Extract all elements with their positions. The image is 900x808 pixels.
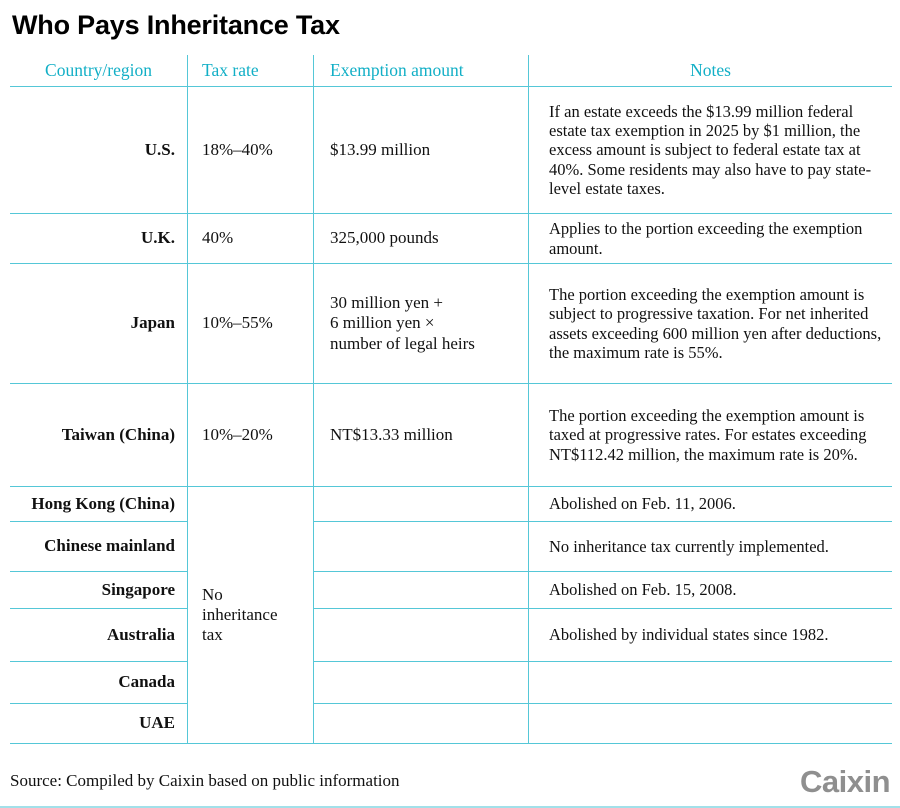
table-cell-country: U.K. [10, 214, 187, 264]
bottom-divider [0, 806, 900, 808]
table-cell-notes: Abolished on Feb. 15, 2008. [528, 572, 892, 609]
table-cell-country: Taiwan (China) [10, 384, 187, 487]
table-cell-exemption: 325,000 pounds [313, 214, 528, 264]
source-text: Source: Compiled by Caixin based on publ… [10, 771, 400, 790]
header-cell-country: Country/region [10, 55, 187, 87]
footer: Source: Compiled by Caixin based on publ… [10, 766, 892, 797]
table-cell-notes: Abolished on Feb. 11, 2006. [528, 487, 892, 522]
caixin-logo: Caixin [799, 764, 891, 799]
table-cell-notes [528, 704, 892, 744]
table-cell-country: Australia [10, 609, 187, 662]
table-cell-exemption: NT$13.33 million [313, 384, 528, 487]
table-cell-exemption [313, 522, 528, 572]
table-cell-country: Japan [10, 264, 187, 384]
table-cell-country: UAE [10, 704, 187, 744]
table-cell-exemption: $13.99 million [313, 87, 528, 214]
table-cell-exemption [313, 572, 528, 609]
table-cell-no-inheritance-tax: No inheritance tax [187, 487, 313, 744]
header-cell-notes: Notes [528, 55, 892, 87]
table-cell-country: Canada [10, 662, 187, 704]
header-cell-tax-rate: Tax rate [187, 55, 313, 87]
table-cell-country: U.S. [10, 87, 187, 214]
table-cell-tax-rate: 10%–55% [187, 264, 313, 384]
table-cell-country: Chinese mainland [10, 522, 187, 572]
table-cell-notes: Applies to the portion exceeding the exe… [528, 214, 892, 264]
table-cell-exemption [313, 704, 528, 744]
header-cell-exemption: Exemption amount [313, 55, 528, 87]
table-cell-exemption [313, 662, 528, 704]
table-cell-notes: If an estate exceeds the $13.99 million … [528, 87, 892, 214]
table-cell-notes [528, 662, 892, 704]
inheritance-tax-table: Country/region Tax rate Exemption amount… [10, 55, 892, 744]
table-cell-country: Hong Kong (China) [10, 487, 187, 522]
table-cell-tax-rate: 10%–20% [187, 384, 313, 487]
table-cell-exemption [313, 609, 528, 662]
table-cell-exemption: 30 million yen + 6 million yen × number … [313, 264, 528, 384]
table-cell-tax-rate: 18%–40% [187, 87, 313, 214]
table-cell-notes: Abolished by individual states since 198… [528, 609, 892, 662]
table-cell-country: Singapore [10, 572, 187, 609]
table-cell-notes: The portion exceeding the exemption amou… [528, 384, 892, 487]
page-title: Who Pays Inheritance Tax [12, 10, 340, 40]
table-cell-notes: The portion exceeding the exemption amou… [528, 264, 892, 384]
table-cell-exemption [313, 487, 528, 522]
table-cell-tax-rate: 40% [187, 214, 313, 264]
table-cell-notes: No inheritance tax currently implemented… [528, 522, 892, 572]
